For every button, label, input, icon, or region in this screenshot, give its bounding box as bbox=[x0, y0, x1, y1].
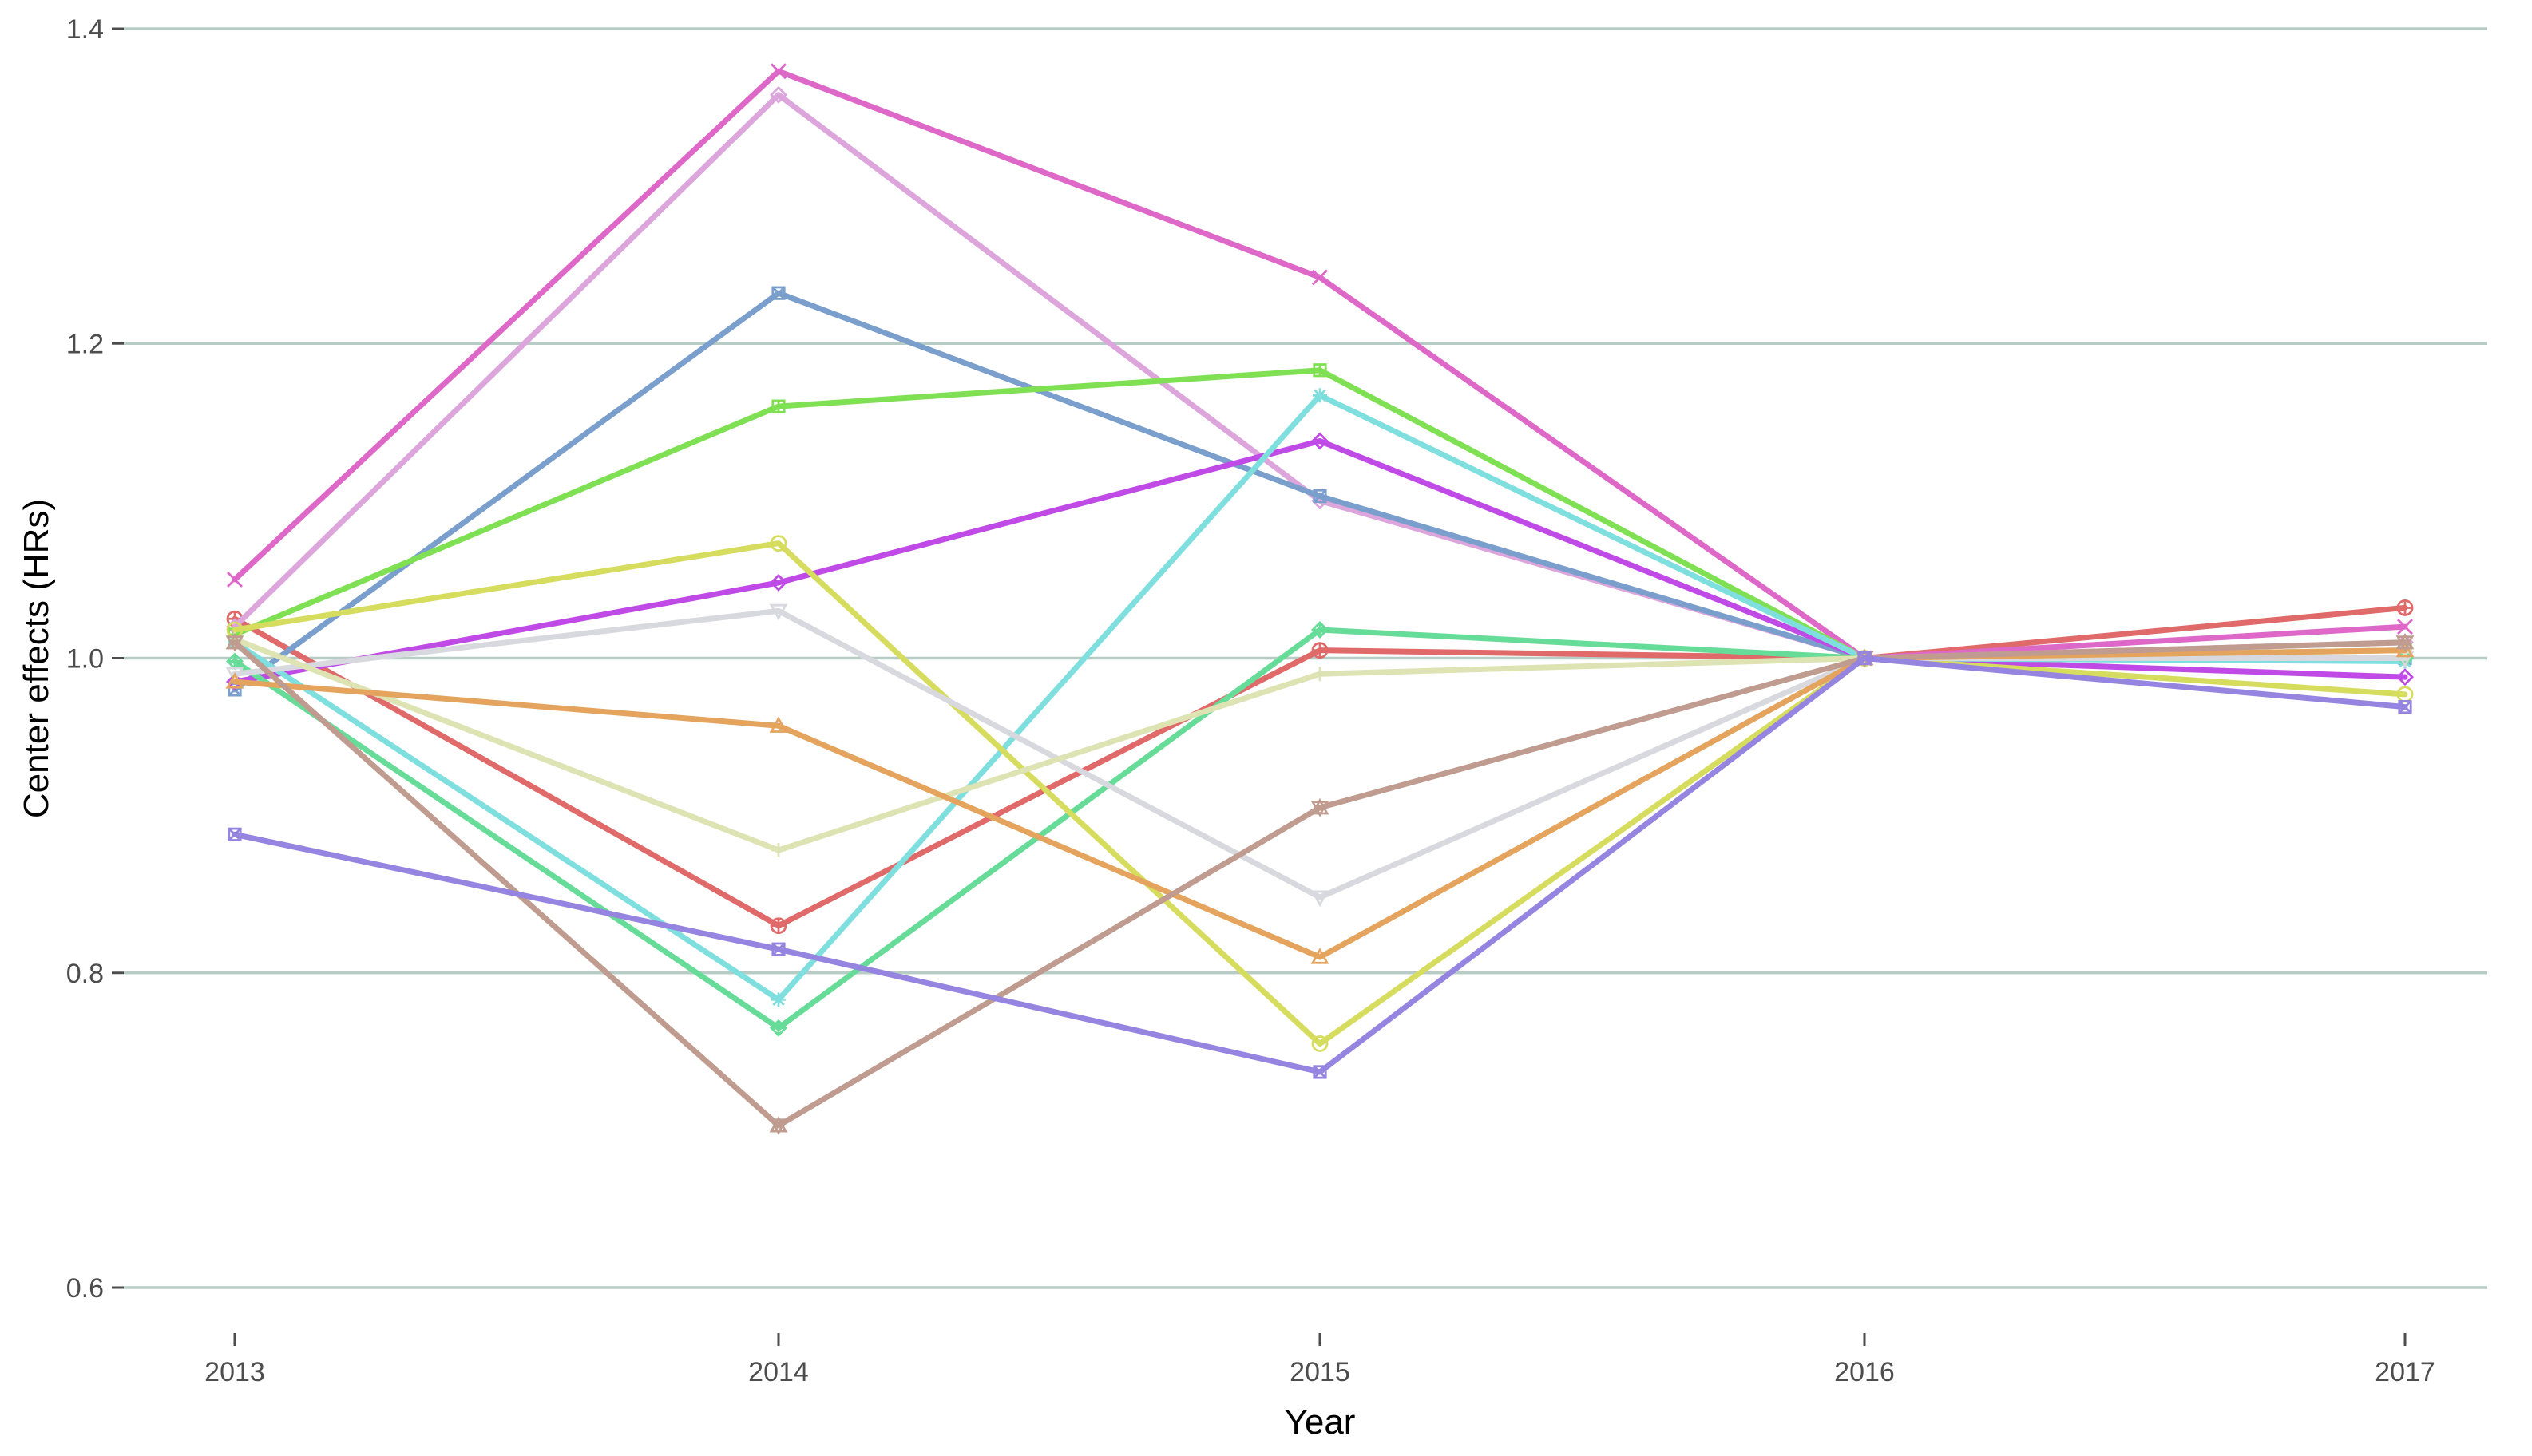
data-point-marker bbox=[227, 571, 243, 588]
data-point-marker bbox=[2398, 700, 2412, 714]
series-line bbox=[232, 639, 2408, 1129]
x-axis-title: Year bbox=[1285, 1403, 1356, 1442]
data-point-marker bbox=[770, 573, 787, 592]
y-tick-label: 0.8 bbox=[66, 959, 104, 989]
data-point-marker bbox=[770, 1019, 787, 1037]
data-point-marker bbox=[1310, 948, 1329, 964]
data-point-marker bbox=[770, 85, 787, 104]
data-point-marker bbox=[2395, 640, 2415, 658]
x-tick-label: 2013 bbox=[204, 1357, 265, 1387]
series-group bbox=[225, 63, 2415, 1135]
x-tick-label: 2017 bbox=[2375, 1357, 2435, 1387]
data-point-marker bbox=[225, 632, 244, 652]
series-line bbox=[232, 655, 2408, 1075]
data-point-marker bbox=[770, 917, 787, 935]
data-point-marker bbox=[1311, 642, 1329, 659]
data-point-marker bbox=[770, 535, 787, 552]
data-point-marker bbox=[1311, 621, 1329, 639]
series-line bbox=[232, 540, 2408, 1046]
data-point-marker bbox=[771, 399, 786, 413]
x-tick-label: 2015 bbox=[1290, 1357, 1350, 1387]
data-point-marker bbox=[225, 667, 244, 684]
x-axis-ticks: 2013 2014 2015 2016 2017 bbox=[204, 1333, 2435, 1387]
data-point-marker bbox=[1313, 1065, 1327, 1079]
data-point-marker bbox=[1311, 432, 1329, 450]
data-point-marker bbox=[225, 672, 244, 689]
series-line bbox=[232, 437, 2408, 685]
data-point-marker bbox=[771, 842, 786, 857]
data-point-marker bbox=[1857, 651, 1872, 666]
data-point-marker bbox=[771, 992, 786, 1007]
data-point-marker bbox=[1312, 269, 1328, 286]
data-point-marker bbox=[1310, 890, 1329, 908]
series-13 bbox=[225, 632, 2415, 1135]
y-axis-ticks: 0.6 0.8 1.0 1.2 1.4 bbox=[66, 14, 124, 1304]
data-point-marker bbox=[1313, 388, 1327, 403]
series-line bbox=[232, 367, 2408, 661]
data-point-marker bbox=[771, 286, 786, 300]
data-point-marker bbox=[1310, 797, 1329, 817]
data-point-marker bbox=[228, 827, 242, 841]
y-tick-label: 1.2 bbox=[66, 329, 104, 359]
data-point-marker bbox=[1313, 489, 1327, 504]
x-tick-label: 2016 bbox=[1834, 1357, 1895, 1387]
data-point-marker bbox=[769, 1116, 788, 1135]
data-point-marker bbox=[771, 942, 786, 956]
data-point-marker bbox=[2396, 668, 2414, 686]
series-5 bbox=[228, 363, 2412, 666]
y-axis-title: Center effects (HRs) bbox=[17, 499, 56, 818]
data-point-marker bbox=[771, 63, 787, 80]
x-tick-label: 2014 bbox=[748, 1357, 809, 1387]
data-point-marker bbox=[1313, 667, 1327, 682]
series-7 bbox=[228, 388, 2412, 1007]
series-line bbox=[232, 627, 2408, 1031]
series-14 bbox=[228, 651, 2412, 1079]
series-line bbox=[232, 392, 2408, 1003]
data-point-marker bbox=[2396, 599, 2414, 616]
data-point-marker bbox=[769, 716, 788, 733]
data-point-marker bbox=[2395, 632, 2415, 652]
y-tick-label: 1.0 bbox=[66, 644, 104, 675]
data-point-marker bbox=[1313, 363, 1327, 378]
y-tick-label: 1.4 bbox=[66, 14, 104, 45]
data-point-marker bbox=[769, 603, 788, 621]
data-point-marker bbox=[1311, 1035, 1329, 1052]
y-tick-label: 0.6 bbox=[66, 1273, 104, 1304]
data-point-marker bbox=[2397, 619, 2413, 635]
